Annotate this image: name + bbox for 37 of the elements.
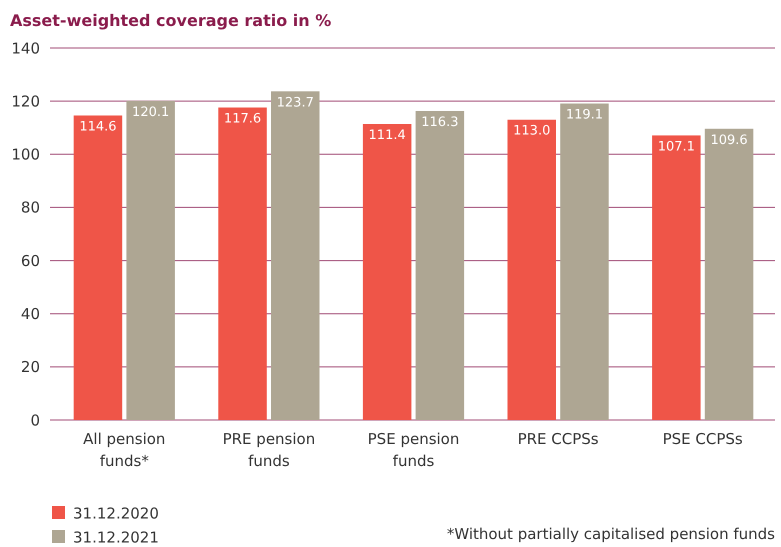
- bar: [218, 108, 267, 420]
- data-label: 120.1: [132, 104, 170, 120]
- data-label: 113.0: [513, 124, 550, 139]
- data-label: 116.3: [421, 114, 458, 130]
- data-label: 123.7: [276, 95, 314, 110]
- bar: [416, 110, 464, 420]
- x-tick-label: PSE CCPSs: [662, 430, 743, 448]
- y-tick-label: 20: [20, 358, 40, 376]
- x-tick-label: PSE pension funds: [368, 430, 460, 470]
- data-label: 117.6: [224, 112, 262, 127]
- legend-label: 31.12.2020: [73, 504, 159, 522]
- bar: [652, 135, 701, 420]
- bar: [704, 128, 754, 420]
- data-label: 119.1: [566, 108, 604, 123]
- bar: [271, 91, 320, 420]
- data-label: 114.6: [79, 119, 117, 134]
- chart-title: Asset-weighted coverage ratio in %: [10, 11, 332, 30]
- bar: [74, 115, 122, 420]
- bar: [560, 104, 609, 420]
- y-tick-label: 140: [11, 39, 40, 58]
- x-tick-label: PRE pension funds: [222, 430, 316, 470]
- y-tick-label: 40: [20, 304, 40, 323]
- y-tick-label: 120: [11, 92, 40, 110]
- bar: [126, 100, 175, 420]
- data-label: 111.4: [368, 128, 406, 143]
- x-tick-label: All pension funds*: [83, 430, 166, 470]
- x-tick-label: PRE CCPSs: [518, 430, 599, 448]
- data-label: 109.6: [710, 132, 748, 148]
- y-tick-label: 0: [30, 411, 40, 430]
- legend-label: 31.12.2021: [73, 528, 159, 546]
- bar: [507, 120, 556, 420]
- bar: [362, 124, 412, 420]
- y-tick-label: 80: [20, 198, 40, 217]
- y-tick-label: 100: [11, 146, 40, 164]
- text: *Without partially capitalised pension funds: [446, 525, 776, 543]
- data-label: 107.1: [658, 139, 695, 154]
- y-tick-label: 60: [20, 252, 40, 270]
